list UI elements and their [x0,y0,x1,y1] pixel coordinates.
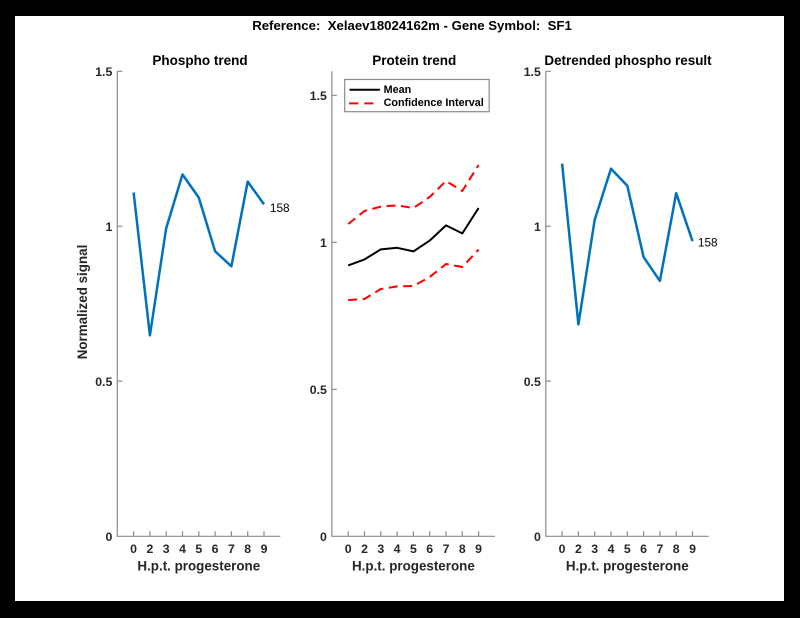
svg-text:1.5: 1.5 [95,65,112,79]
svg-text:Confidence Interval: Confidence Interval [384,97,484,109]
svg-text:0: 0 [559,542,566,556]
svg-text:1: 1 [105,220,112,234]
svg-text:1: 1 [534,220,541,234]
svg-text:5: 5 [410,542,417,556]
svg-text:Mean: Mean [384,84,412,96]
svg-text:9: 9 [475,542,482,556]
svg-text:4: 4 [394,542,401,556]
svg-text:6: 6 [212,542,219,556]
svg-text:2: 2 [361,542,368,556]
svg-text:0.5: 0.5 [524,375,541,389]
svg-text:7: 7 [443,542,450,556]
svg-text:Normalized signal: Normalized signal [75,245,90,360]
svg-text:3: 3 [163,542,170,556]
svg-text:9: 9 [689,542,696,556]
svg-text:Phospho trend: Phospho trend [152,53,247,68]
svg-text:158: 158 [698,235,718,249]
svg-text:0.5: 0.5 [95,375,112,389]
svg-text:1.5: 1.5 [310,89,327,103]
svg-text:H.p.t. progesterone: H.p.t. progesterone [352,559,475,574]
svg-text:7: 7 [228,542,235,556]
svg-text:0: 0 [345,542,352,556]
svg-text:8: 8 [673,542,680,556]
svg-text:158: 158 [270,201,290,215]
svg-text:8: 8 [244,542,251,556]
svg-text:H.p.t. progesterone: H.p.t. progesterone [137,559,260,574]
svg-text:0: 0 [105,530,112,544]
svg-text:0: 0 [130,542,137,556]
svg-text:2: 2 [146,542,153,556]
svg-text:4: 4 [608,542,615,556]
svg-text:8: 8 [459,542,466,556]
svg-text:7: 7 [656,542,663,556]
svg-text:0: 0 [534,530,541,544]
svg-text:0: 0 [320,530,327,544]
svg-text:1.5: 1.5 [524,65,541,79]
svg-text:H.p.t. progesterone: H.p.t. progesterone [566,559,689,574]
svg-text:3: 3 [377,542,384,556]
svg-text:1: 1 [320,236,327,250]
svg-text:9: 9 [261,542,268,556]
svg-text:0.5: 0.5 [310,383,327,397]
svg-text:Reference: Xelaev18024162m -: Reference: Xelaev18024162m - Gene Symbol… [252,18,572,33]
svg-text:5: 5 [624,542,631,556]
svg-text:4: 4 [179,542,186,556]
svg-text:Detrended phospho result: Detrended phospho result [544,53,712,68]
svg-text:2: 2 [575,542,582,556]
svg-text:3: 3 [591,542,598,556]
svg-text:6: 6 [640,542,647,556]
svg-text:5: 5 [195,542,202,556]
svg-text:6: 6 [426,542,433,556]
svg-text:Protein trend: Protein trend [372,53,456,68]
